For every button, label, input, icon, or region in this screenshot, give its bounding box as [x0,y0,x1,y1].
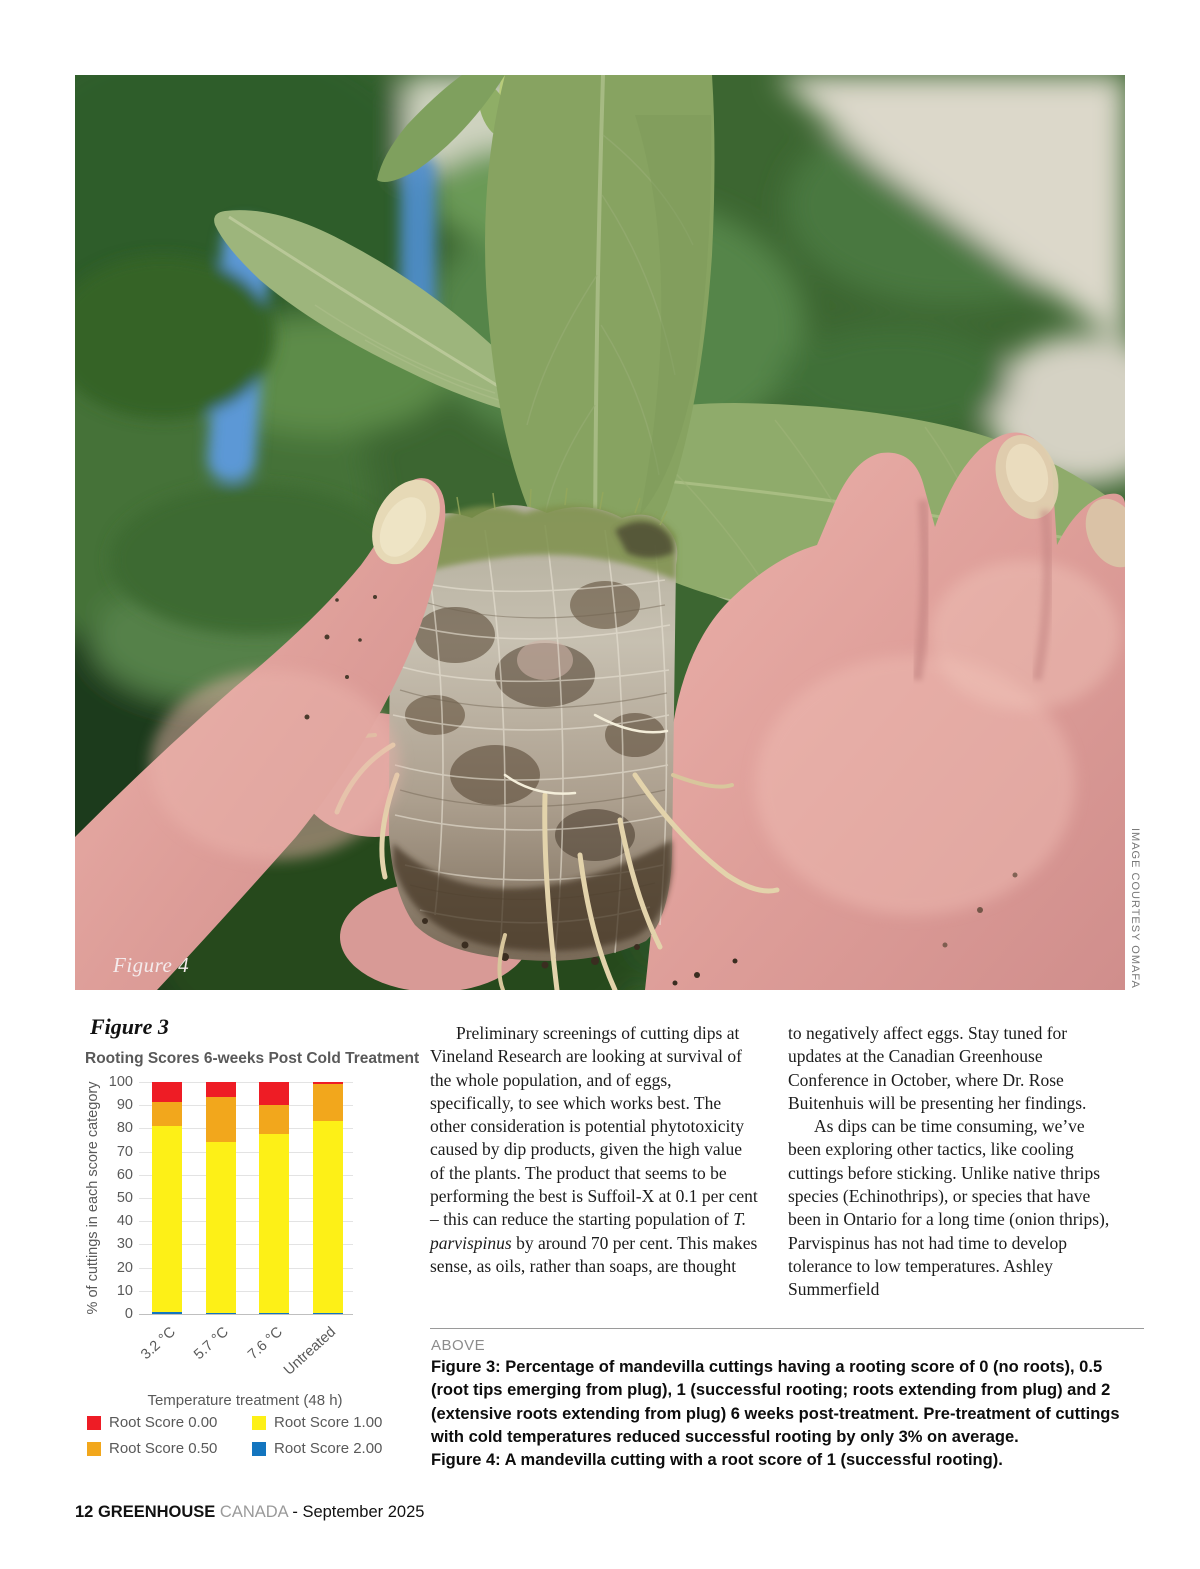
body-text: by around 70 per cent. This makes sense,… [430,1232,758,1276]
article-column-2: to negatively affect eggs. Stay tuned fo… [788,1022,1117,1302]
legend-swatch [87,1415,101,1430]
figure3-caption: Figure 3: Percentage of mandevilla cutti… [431,1358,1120,1446]
x-tick-label: 5.7 °C [191,1324,232,1364]
y-tick-label: 70 [116,1143,133,1160]
rooting-scores-chart: Rooting Scores 6-weeks Post Cold Treatme… [75,1042,425,1477]
stacked-bar [259,1082,289,1314]
chart-legend: Root Score 0.00 Root Score 1.00 Root Score… [87,1414,382,1457]
gridline [139,1244,353,1246]
body-paragraph: to negatively affect eggs. Stay tuned fo… [788,1023,1087,1113]
bar-segment [205,1082,236,1098]
gridline [139,1221,353,1223]
y-tick-label: 60 [116,1166,133,1183]
y-tick-label: 30 [116,1236,133,1253]
bar-segment [312,1083,343,1122]
left-thumb [75,478,446,990]
body-text: Preliminary screenings of cutting dips a… [430,1023,758,1230]
bar-segment [152,1101,182,1127]
y-tick-label: 80 [116,1120,133,1137]
bar-segment [312,1082,343,1084]
x-tick-label: 3.2 °C [137,1324,179,1364]
bar-segment [205,1097,236,1143]
bar-segment [205,1312,236,1314]
legend-label: Root Score 0.00 [109,1414,218,1431]
figure3-heading: Figure 3 [90,1014,169,1039]
chart-title: Rooting Scores 6-weeks Post Cold Treatme… [85,1050,420,1067]
magazine-region: CANADA [219,1503,288,1521]
legend-item: Root Score 0.50 [87,1440,252,1457]
x-tick-label: Untreated [280,1324,339,1379]
y-tick-label: 20 [116,1259,133,1276]
stacked-bar [152,1082,182,1314]
figure4-caption: Figure 4: A mandevilla cutting with a ro… [431,1451,1003,1470]
stacked-bar [205,1082,236,1314]
legend-label: Root Score 0.50 [109,1440,218,1457]
bar-segment [312,1121,343,1313]
chart-plot-area: 3.2 °C 5.7 °C 7.6 °C Untreated [138,1082,353,1379]
right-hand [645,432,1125,990]
y-tick-label: 100 [108,1074,133,1090]
legend-label: Root Score 2.00 [274,1440,383,1457]
y-axis-title: % of cuttings in each score category [85,1081,101,1315]
figure-caption: Figure 3: Percentage of mandevilla cutti… [431,1356,1134,1472]
legend-item: Root Score 0.00 [87,1414,252,1431]
stem-and-leaves [377,75,715,595]
y-tick-label: 0 [124,1306,133,1322]
bar-segment [312,1312,343,1314]
bar-segment [205,1142,236,1313]
legend-swatch [252,1415,266,1430]
photo-credit: IMAGE COURTESY OMAFA [1129,828,1141,989]
issue-date: - September 2025 [292,1503,425,1521]
species-name-italic: T. parvispinus [430,1209,747,1253]
gridline [139,1290,353,1292]
page-footer: 12 GREENHOUSE CANADA - September 2025 [75,1503,424,1522]
bar-segment [152,1082,182,1102]
gridline [139,1128,353,1130]
root-plug [389,487,738,986]
bar-segment [259,1134,289,1313]
bar-segment [259,1082,289,1106]
gridline [139,1174,353,1176]
gridline [139,1267,353,1269]
y-tick-label: 90 [116,1097,133,1114]
bar-segment [152,1126,182,1312]
legend-item: Root Score 1.00 [252,1414,382,1431]
x-tick-label: 7.6 °C [244,1324,286,1364]
page-number: 12 [75,1503,94,1521]
figure4-photo: Figure 4 [75,75,1125,990]
stacked-bar [312,1082,343,1314]
x-axis-title: Temperature treatment (48 h) [147,1392,343,1409]
bar-segment [259,1105,289,1135]
figure4-label: Figure 4 [112,953,189,977]
gridline [139,1082,353,1083]
y-tick-label: 40 [116,1213,133,1230]
body-paragraph: As dips can be time consuming, we’ve bee… [788,1116,1110,1300]
y-tick-label: 10 [116,1282,133,1299]
legend-label: Root Score 1.00 [274,1414,383,1431]
legend-item: Root Score 2.00 [252,1440,382,1457]
legend-swatch [87,1441,101,1456]
magazine-name: GREENHOUSE [97,1503,216,1521]
legend-swatch [252,1441,266,1456]
article-column-1: Preliminary screenings of cutting dips a… [430,1022,759,1278]
plant-cutting-photo: Figure 4 [75,75,1125,990]
gridline [139,1105,353,1107]
gridline [139,1198,353,1199]
caption-kicker: ABOVE [431,1337,486,1354]
caption-divider [430,1328,1144,1329]
bar-segment [259,1312,289,1314]
y-tick-label: 50 [116,1190,133,1206]
bar-segment [152,1311,182,1314]
gridline [139,1151,353,1153]
